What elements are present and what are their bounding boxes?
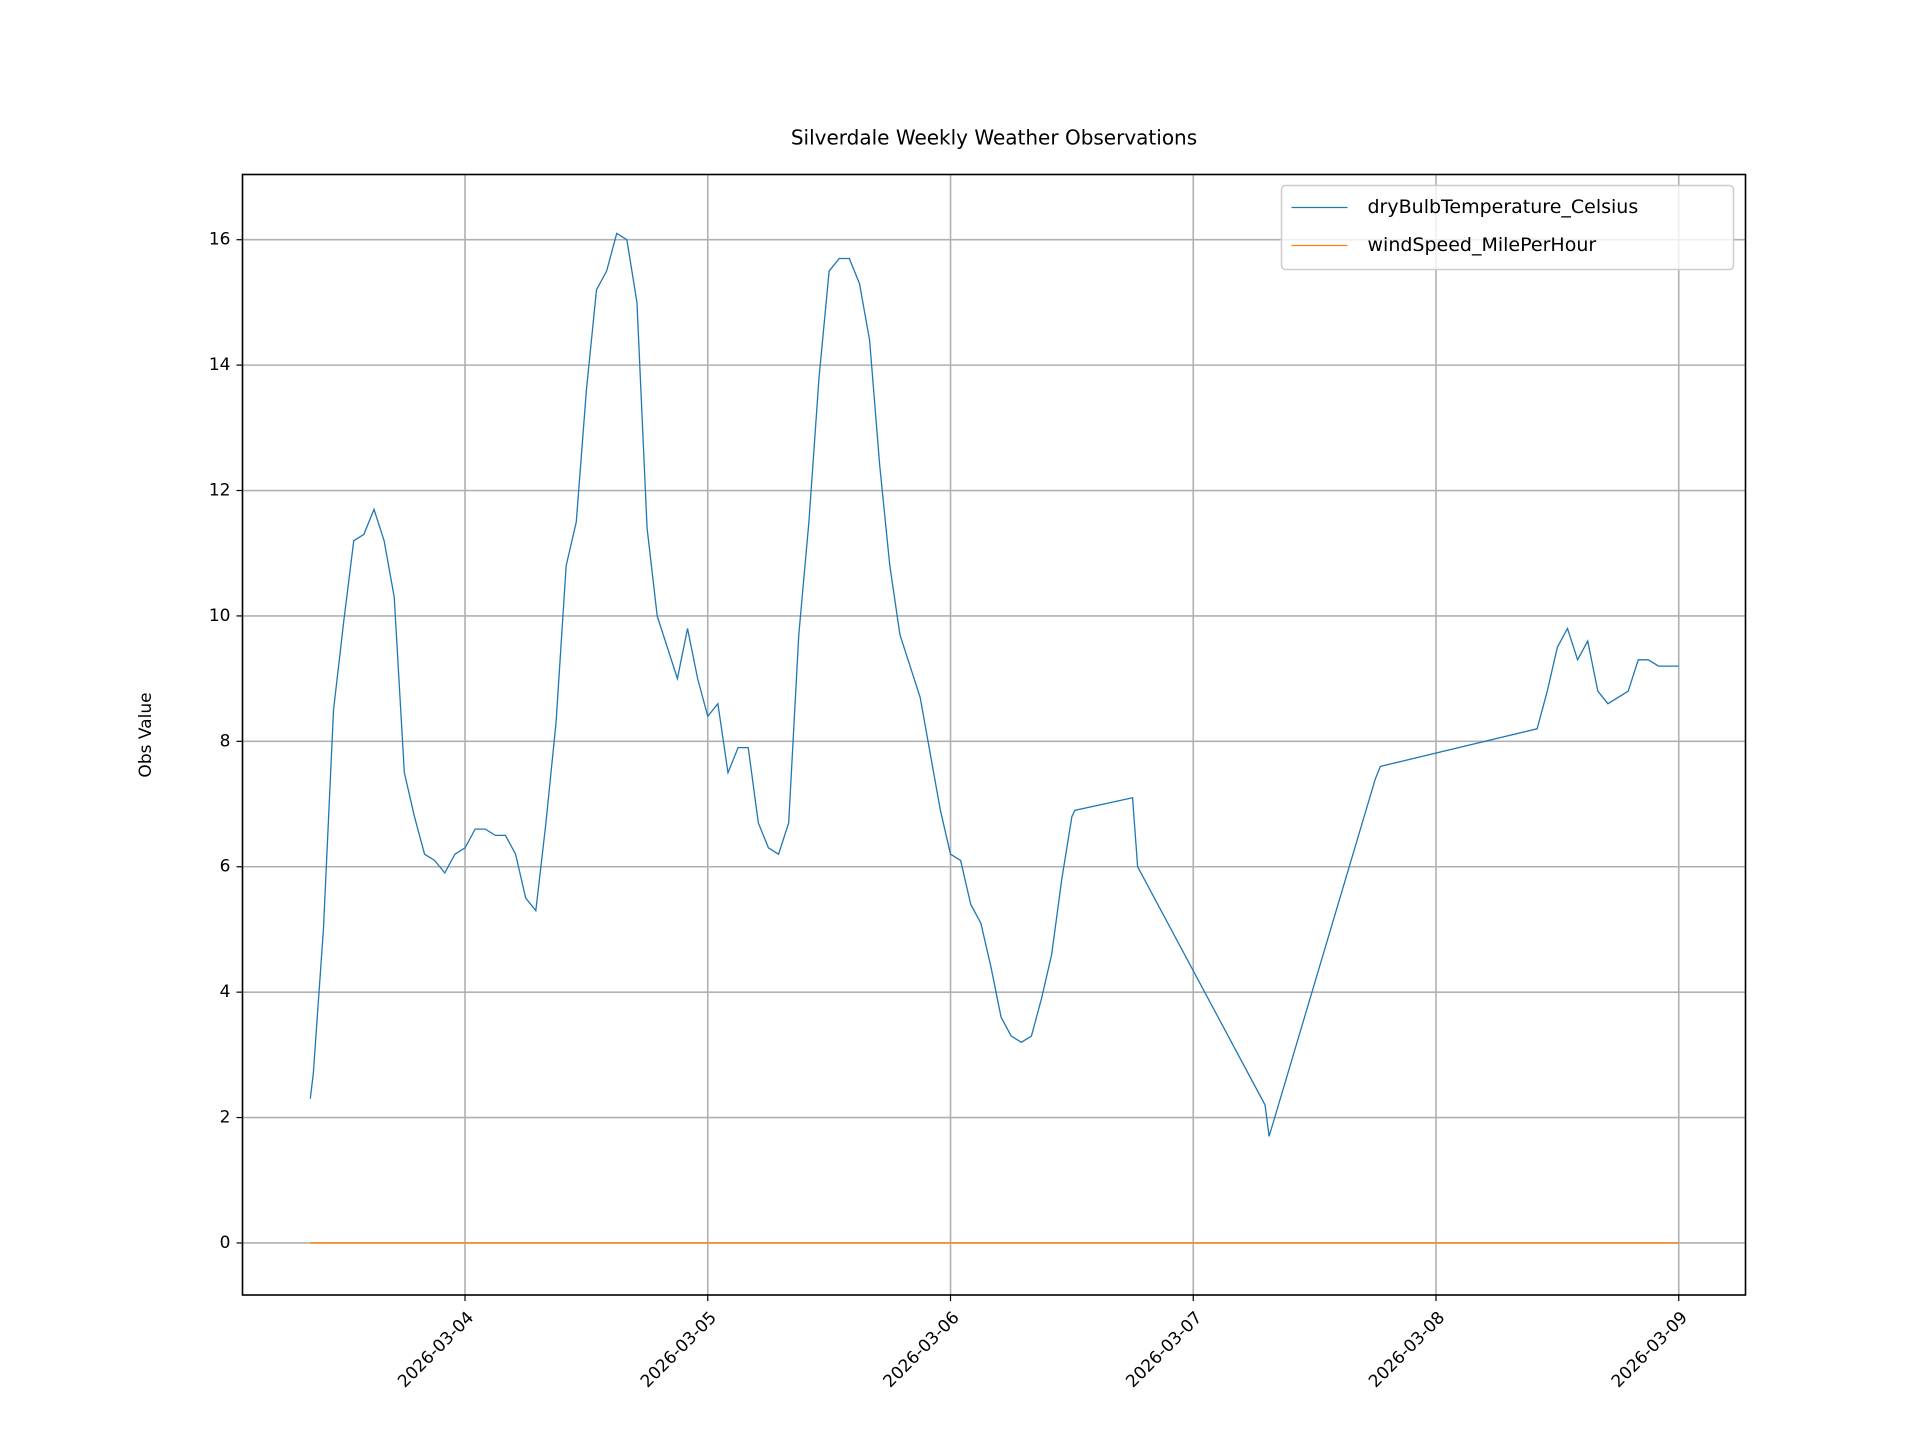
y-tick-label: 0 [220,1233,231,1253]
y-tick-label: 12 [209,481,231,501]
chart-title: Silverdale Weekly Weather Observations [791,126,1197,150]
legend-label: windSpeed_MilePerHour [1368,234,1597,256]
y-tick-label: 14 [209,355,231,375]
legend-label: dryBulbTemperature_Celsius [1368,196,1639,218]
legend-box [1280,184,1735,271]
y-tick-label: 16 [209,230,231,250]
y-tick-label: 2 [220,1108,231,1128]
series-line [309,232,1679,1137]
y-tick-label: 4 [220,982,231,1002]
y-tick-label: 8 [220,731,231,751]
y-axis-label: Obs Value [136,692,156,777]
y-tick-label: 6 [220,857,231,877]
y-tick-label: 10 [209,606,231,626]
plot-frame [241,173,1747,1296]
